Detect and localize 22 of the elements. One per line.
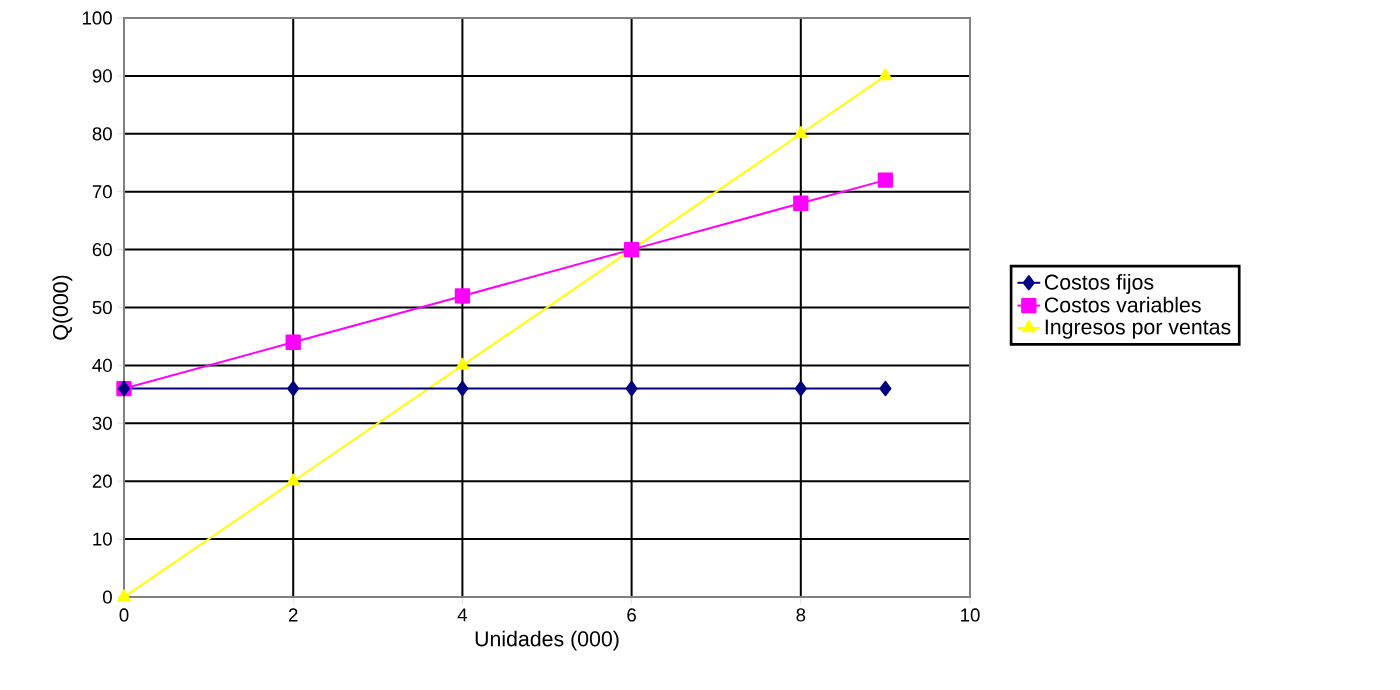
- legend-label: Costos fijos: [1044, 274, 1154, 294]
- legend-label: Ingresos por ventas: [1045, 319, 1231, 339]
- y-tick-label: 80: [92, 127, 112, 141]
- y-tick-label: 10: [93, 532, 112, 546]
- y-tick-label: 30: [92, 416, 112, 430]
- x-tick-label: 0: [119, 608, 129, 622]
- y-tick-label: 90: [92, 69, 112, 83]
- x-axis-title: Unidades (000): [475, 630, 619, 651]
- y-tick-label: 0: [102, 590, 112, 604]
- x-tick-label: 2: [288, 608, 298, 622]
- x-tick-label: 4: [457, 608, 468, 622]
- y-tick-label: 70: [92, 185, 112, 199]
- x-tick-label: 6: [627, 608, 636, 622]
- x-tick-label: 10: [961, 608, 980, 622]
- y-tick-label: 50: [92, 300, 112, 315]
- y-tick-label: 20: [92, 474, 112, 488]
- y-tick-label: 40: [92, 358, 112, 373]
- x-tick-label: 8: [796, 608, 806, 622]
- y-axis-title: Q(000): [52, 275, 73, 340]
- y-tick-label: 100: [82, 11, 112, 25]
- y-tick-label: 60: [92, 242, 112, 257]
- legend-label: Costos variables: [1044, 296, 1201, 313]
